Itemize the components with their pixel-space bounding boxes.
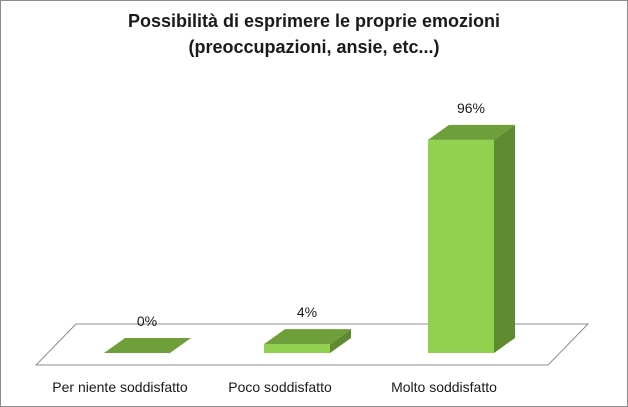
bar-top-face <box>264 329 351 345</box>
category-label-1: Per niente soddisfatto <box>52 379 188 395</box>
category-label-2: Poco soddisfatto <box>228 379 332 395</box>
bar-front-face <box>264 344 330 353</box>
bar-2 <box>264 329 351 353</box>
bar-top-face <box>104 338 191 353</box>
category-label-3: Molto soddisfatto <box>391 379 497 395</box>
chart-title-line-1: Possibilità di esprimere le proprie emoz… <box>127 11 501 31</box>
data-label-2: 4% <box>297 304 317 320</box>
data-label-1: 0% <box>137 313 157 329</box>
bar-side-face <box>330 329 351 353</box>
bar-side-face <box>494 124 515 353</box>
bar-front-face <box>428 139 494 353</box>
data-label-3: 96% <box>457 100 485 116</box>
chart-title-line-2: (preoccupazioni, ansie, etc...) <box>188 37 440 57</box>
bar-top-face <box>428 124 515 140</box>
bar-3 <box>428 124 515 353</box>
chart-title: Possibilità di esprimere le proprie emoz… <box>0 8 628 60</box>
bar-1 <box>104 338 191 353</box>
